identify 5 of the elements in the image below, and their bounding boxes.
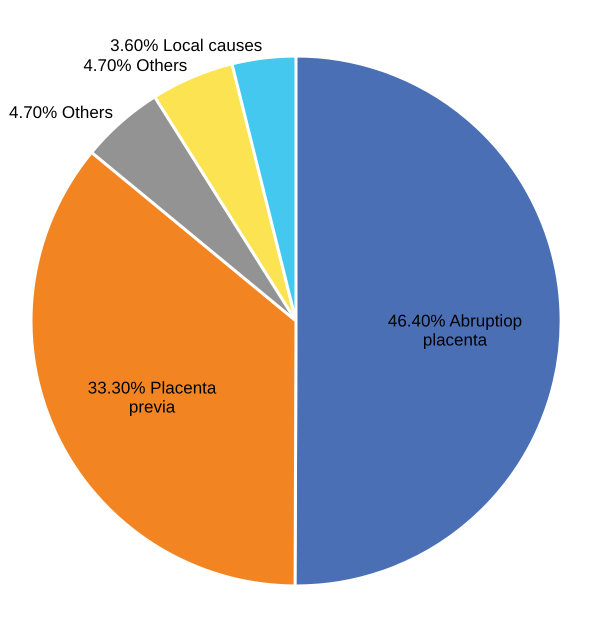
slice-label: 33.30% Placenta previa (88, 378, 217, 417)
slice-label: 4.70% Others (9, 103, 113, 122)
slice-label: 3.60% Local causes (110, 36, 262, 56)
slice-label: 4.70% Others (83, 56, 188, 76)
slice-label: 46.40% Abruptiop placenta (388, 311, 522, 350)
